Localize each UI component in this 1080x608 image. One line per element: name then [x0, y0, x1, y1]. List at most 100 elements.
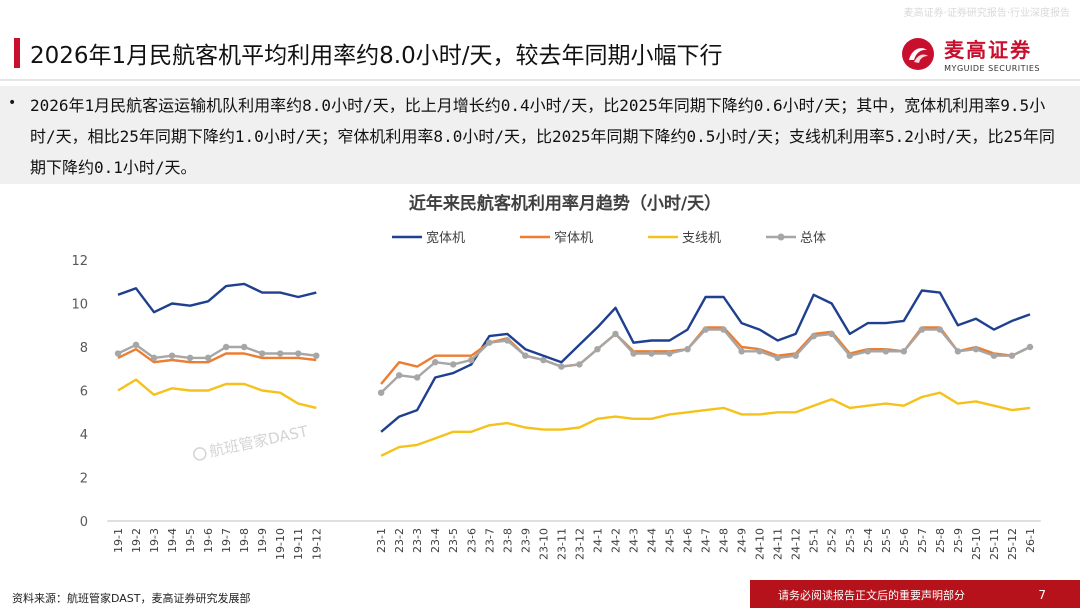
- x-tick-label: 23-2: [393, 528, 406, 553]
- series-point: [828, 330, 835, 338]
- x-axis-ticks: 19-1 19-2 19-3 19-4 19-5 19-6 19-7 19-8 19-9 19-1…: [112, 528, 1037, 560]
- x-tick-label: 19-8: [238, 528, 251, 553]
- series-point: [630, 350, 637, 357]
- legend-item: 窄体机: [520, 230, 593, 246]
- x-tick-label: 19-2: [130, 528, 143, 553]
- legend-label: 总体: [800, 231, 826, 246]
- x-tick-label: 24-9: [736, 528, 749, 553]
- series-point: [918, 326, 926, 333]
- series-point: [377, 389, 385, 396]
- series-line: [380, 391, 1031, 457]
- watermark-icon: [193, 447, 207, 461]
- x-tick-label: 24-4: [646, 528, 659, 553]
- series-point: [258, 350, 266, 357]
- logo-text-cn: 麦高证券: [944, 38, 1033, 62]
- x-tick-label: 23-10: [537, 528, 550, 560]
- summary-text: 2026年1月民航客运运输机队利用率约8.0小时/天，比上月增长约0.4小时/天…: [30, 96, 1055, 177]
- y-tick-label: 8: [80, 341, 88, 356]
- series-point: [576, 361, 583, 368]
- series-point: [522, 352, 529, 359]
- series-point: [954, 348, 962, 355]
- x-tick-label: 19-5: [184, 528, 197, 553]
- series-line: [380, 326, 1031, 385]
- legend-marker: [777, 233, 785, 241]
- chart-watermark: 航班管家DAST: [193, 422, 311, 461]
- series-point: [594, 345, 601, 353]
- x-tick-label: 26-1: [1024, 528, 1037, 553]
- y-tick-label: 12: [71, 254, 88, 269]
- chart-watermark-text: 航班管家DAST: [208, 422, 311, 461]
- series-point: [132, 341, 140, 349]
- series-point: [666, 350, 673, 357]
- source-note: 资料来源：航班管家DAST，麦高证券研究发展部: [12, 592, 251, 605]
- series-point: [774, 354, 781, 362]
- series-point: [395, 372, 403, 379]
- series-point: [972, 345, 980, 353]
- legend-label: 窄体机: [554, 230, 593, 246]
- series-point: [756, 348, 763, 355]
- series-point: [413, 374, 421, 381]
- x-tick-label: 19-12: [310, 528, 323, 560]
- x-tick-label: 25-4: [862, 528, 875, 553]
- series-point: [900, 348, 908, 355]
- top-watermark-text: 麦高证券·证券研究报告·行业深度报告: [903, 8, 1070, 19]
- series-point: [277, 350, 284, 357]
- series-point: [222, 343, 230, 351]
- series-point: [702, 326, 709, 333]
- y-tick-label: 4: [80, 428, 88, 443]
- series-point: [1026, 343, 1034, 351]
- x-tick-label: 24-6: [682, 528, 695, 553]
- summary-bullet: •: [8, 95, 17, 111]
- x-tick-label: 23-9: [519, 528, 532, 553]
- y-axis: 0 2 4 6 8 10 12: [71, 254, 88, 530]
- x-tick-label: 24-2: [609, 528, 622, 553]
- x-tick-label: 19-7: [220, 528, 233, 553]
- chart-legend: 宽体机 窄体机 支线机 总体: [392, 230, 826, 246]
- x-tick-label: 19-9: [256, 528, 269, 553]
- logo-text-en: MYGUIDE SECURITIES: [944, 64, 1040, 73]
- series-point: [540, 356, 547, 364]
- x-tick-label: 25-5: [880, 528, 893, 553]
- x-tick-label: 19-10: [274, 528, 287, 560]
- series-point: [468, 356, 475, 364]
- series-point: [864, 348, 871, 355]
- series-宽体机: [117, 282, 1031, 433]
- y-tick-label: 10: [71, 298, 88, 313]
- series-总体: [114, 326, 1034, 396]
- x-tick-label: 23-1: [375, 528, 388, 553]
- x-tick-label: 23-6: [465, 528, 478, 553]
- summary-box: • 2026年1月民航客运运输机队利用率约8.0小时/天，比上月增长约0.4小时…: [0, 86, 1080, 184]
- series-point: [504, 337, 511, 344]
- series-point: [204, 354, 212, 362]
- x-tick-label: 23-8: [501, 528, 514, 553]
- page-number: 7: [1038, 588, 1046, 602]
- x-tick-label: 24-8: [718, 528, 731, 553]
- series-line: [117, 347, 317, 364]
- series-point: [1008, 352, 1016, 359]
- series-窄体机: [117, 326, 1031, 385]
- series-point: [720, 326, 727, 333]
- series-point: [450, 361, 457, 368]
- legend-item: 支线机: [648, 231, 721, 246]
- legend-label: 支线机: [682, 231, 721, 246]
- x-tick-label: 23-5: [447, 528, 460, 553]
- page-title: 2026年1月民航客机平均利用率约8.0小时/天，较去年同期小幅下行: [30, 43, 723, 69]
- y-tick-label: 6: [80, 385, 88, 400]
- series-line: [117, 378, 317, 410]
- y-tick-label: 0: [80, 515, 88, 530]
- series-point: [882, 348, 890, 355]
- x-tick-label: 25-2: [826, 528, 839, 553]
- series-line: [380, 289, 1031, 433]
- x-tick-label: 25-8: [934, 528, 947, 553]
- series-point: [846, 352, 853, 359]
- series-layer: [114, 282, 1034, 457]
- x-tick-label: 25-1: [808, 528, 821, 553]
- logo-mark-icon: [902, 37, 935, 70]
- x-tick-label: 19-11: [292, 528, 305, 560]
- x-tick-label: 19-4: [166, 528, 179, 553]
- series-point: [313, 352, 320, 359]
- title-divider: [0, 79, 1080, 81]
- legend-label: 宽体机: [426, 230, 465, 246]
- series-line: [117, 282, 317, 314]
- x-tick-label: 25-12: [1006, 528, 1019, 560]
